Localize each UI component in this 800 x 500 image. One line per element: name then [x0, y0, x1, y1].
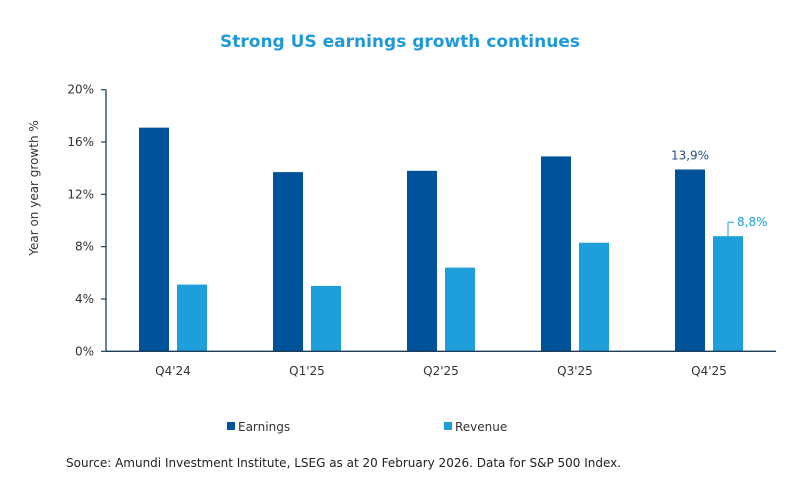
- y-tick-label: 4%: [75, 292, 94, 306]
- source-note: Source: Amundi Investment Institute, LSE…: [66, 456, 622, 470]
- bar-revenue: [713, 236, 743, 352]
- x-tick-label: Q2'25: [423, 364, 459, 378]
- y-tick-label: 16%: [67, 135, 94, 149]
- bar-earnings: [675, 169, 705, 352]
- bar-earnings: [407, 170, 437, 352]
- data-label-revenue: 8,8%: [737, 215, 768, 229]
- bar-earnings: [139, 127, 169, 352]
- legend-swatch-revenue: [444, 422, 452, 430]
- chart-title: Strong US earnings growth continues: [220, 32, 580, 52]
- y-tick-label: 12%: [67, 187, 94, 201]
- x-tick-label: Q4'24: [155, 364, 191, 378]
- y-tick-label: 0%: [75, 344, 94, 358]
- x-tick-label: Q4'25: [691, 364, 727, 378]
- legend-label-revenue: Revenue: [455, 420, 507, 434]
- data-label-earnings: 13,9%: [671, 148, 709, 162]
- bar-revenue: [445, 267, 475, 352]
- y-axis-label: Year on year growth %: [27, 120, 41, 257]
- bar-revenue: [177, 284, 207, 352]
- legend-label-earnings: Earnings: [238, 420, 290, 434]
- x-tick-label: Q1'25: [289, 364, 325, 378]
- legend-swatch-earnings: [227, 422, 235, 430]
- x-tick-label: Q3'25: [557, 364, 593, 378]
- y-tick-label: 20%: [67, 83, 94, 97]
- bar-earnings: [273, 172, 303, 352]
- bar-revenue: [311, 285, 341, 352]
- data-label-leader: [727, 221, 734, 237]
- y-tick-label: 8%: [75, 240, 94, 254]
- bar-earnings: [541, 156, 571, 352]
- bar-revenue: [579, 242, 609, 352]
